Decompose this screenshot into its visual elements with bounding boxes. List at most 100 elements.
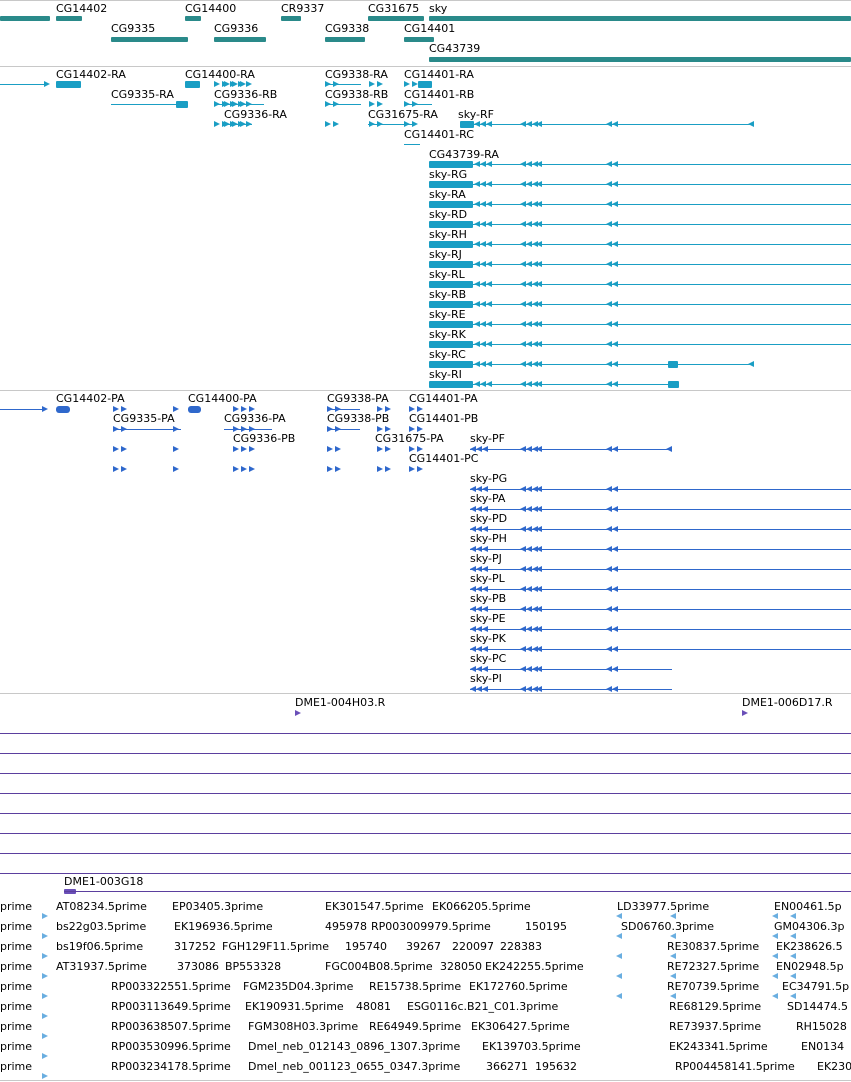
est-label[interactable]: RE70739.5prime xyxy=(667,980,760,993)
cds[interactable] xyxy=(56,406,70,413)
transcript-label[interactable]: CG14401-RB xyxy=(404,88,475,101)
transcript-label[interactable]: sky-RA xyxy=(429,188,466,201)
protein-label[interactable]: sky-PD xyxy=(470,512,508,525)
est-label[interactable]: EP03405.3prime xyxy=(172,900,264,913)
transcript-label[interactable]: sky-RH xyxy=(429,228,467,241)
transcript-label[interactable]: CG14401-RC xyxy=(404,128,474,141)
transcript-label[interactable]: sky-RJ xyxy=(429,248,462,261)
transcript-label[interactable]: sky-RE xyxy=(429,308,466,321)
gene-feature[interactable] xyxy=(429,16,851,21)
probe-label[interactable]: DME1-003G18 xyxy=(64,875,144,888)
transcript-label[interactable]: sky-RG xyxy=(429,168,468,181)
est-label[interactable]: EK196936.5prime xyxy=(174,920,273,933)
transcript-label[interactable]: CG14402-RA xyxy=(56,68,126,81)
transcript-label[interactable]: CG31675-RA xyxy=(368,108,438,121)
exon[interactable] xyxy=(418,81,432,88)
est-label[interactable]: SD06760.3prime xyxy=(621,920,714,933)
est-label[interactable]: RP003009979.5prime xyxy=(371,920,491,933)
est-label[interactable]: FGC004B08.5prime xyxy=(325,960,433,973)
est-label[interactable]: AT08234.5prime xyxy=(56,900,147,913)
transcript-label[interactable]: CG9336-RB xyxy=(214,88,278,101)
exon[interactable] xyxy=(668,361,678,368)
transcript-label[interactable]: CG9336-RA xyxy=(224,108,287,121)
est-label[interactable]: EN02948.5p xyxy=(776,960,844,973)
est-label[interactable]: prime xyxy=(0,920,33,933)
est-label[interactable]: RE64949.5prime xyxy=(369,1020,462,1033)
transcript-label[interactable]: sky-RL xyxy=(429,268,465,281)
est-label[interactable]: RP003638507.5prime xyxy=(111,1020,231,1033)
gene-feature[interactable] xyxy=(185,16,201,21)
est-label[interactable]: FGM308H03.3prime xyxy=(248,1020,359,1033)
est-label[interactable]: 228383 xyxy=(500,940,542,953)
est-label[interactable]: EK139703.5prime xyxy=(482,1040,581,1053)
transcript-label[interactable]: CG9335-RA xyxy=(111,88,174,101)
est-label[interactable]: RP003322551.5prime xyxy=(111,980,231,993)
est-label[interactable]: SD14474.5 xyxy=(787,1000,848,1013)
est-label[interactable]: prime xyxy=(0,940,33,953)
est-label[interactable]: 495978 xyxy=(325,920,367,933)
est-label[interactable]: RE73937.5prime xyxy=(669,1020,762,1033)
protein-label[interactable]: CG9336-PA xyxy=(224,412,286,425)
exon[interactable] xyxy=(429,281,473,288)
est-label[interactable]: BP553328 xyxy=(225,960,282,973)
gene-label[interactable]: CG14402 xyxy=(56,2,108,15)
protein-label[interactable]: sky-PH xyxy=(470,532,507,545)
gene-label[interactable]: CG9338 xyxy=(325,22,370,35)
gene-label[interactable]: CG9335 xyxy=(111,22,156,35)
exon[interactable] xyxy=(429,161,473,168)
transcript-label[interactable]: sky-RB xyxy=(429,288,467,301)
protein-label[interactable]: sky-PA xyxy=(470,492,506,505)
exon[interactable] xyxy=(429,221,473,228)
est-label[interactable]: prime xyxy=(0,1040,33,1053)
exon[interactable] xyxy=(429,261,473,268)
est-label[interactable]: EK230 xyxy=(817,1060,851,1073)
est-label[interactable]: GM04306.3p xyxy=(774,920,845,933)
protein-label[interactable]: CG9338-PA xyxy=(327,392,389,405)
transcript-label[interactable]: sky-RD xyxy=(429,208,468,221)
est-label[interactable]: RP003234178.5prime xyxy=(111,1060,231,1073)
gene-label[interactable]: CG14401 xyxy=(404,22,456,35)
protein-label[interactable]: CG14401-PC xyxy=(409,452,479,465)
est-label[interactable]: RH15028 xyxy=(796,1020,847,1033)
protein-label[interactable]: CG31675-PA xyxy=(375,432,444,445)
est-label[interactable]: prime xyxy=(0,1020,33,1033)
protein-label[interactable]: CG9336-PB xyxy=(233,432,296,445)
exon[interactable] xyxy=(185,81,200,88)
gene-feature[interactable] xyxy=(404,37,434,42)
probe-label[interactable]: DME1-006D17.R xyxy=(742,696,833,709)
transcript-label[interactable]: sky-RC xyxy=(429,348,466,361)
est-label[interactable]: 220097 xyxy=(452,940,494,953)
gene-label[interactable]: CG43739 xyxy=(429,42,481,55)
est-label[interactable]: LD33977.5prime xyxy=(617,900,710,913)
transcript-label[interactable]: CG43739-RA xyxy=(429,148,499,161)
gene-feature[interactable] xyxy=(368,16,424,21)
protein-label[interactable]: CG9335-PA xyxy=(113,412,175,425)
est-label[interactable]: EK306427.5prime xyxy=(471,1020,570,1033)
exon[interactable] xyxy=(429,241,473,248)
est-label[interactable]: EC34791.5p xyxy=(782,980,850,993)
protein-label[interactable]: CG14401-PA xyxy=(409,392,478,405)
est-label[interactable]: RP003113649.5prime xyxy=(111,1000,231,1013)
est-label[interactable]: 48081 xyxy=(356,1000,391,1013)
gene-feature[interactable] xyxy=(429,57,851,62)
est-label[interactable]: Dmel_neb_001123_0655_0347.3prime xyxy=(248,1060,461,1073)
transcript-label[interactable]: sky-RF xyxy=(458,108,494,121)
est-label[interactable]: EK172760.5prime xyxy=(469,980,568,993)
est-label[interactable]: 328050 xyxy=(440,960,482,973)
gene-label[interactable]: sky xyxy=(429,2,448,15)
est-label[interactable]: 195740 xyxy=(345,940,387,953)
protein-label[interactable]: sky-PJ xyxy=(470,552,502,565)
exon[interactable] xyxy=(429,201,473,208)
est-label[interactable]: EN00461.5p xyxy=(774,900,842,913)
gene-label[interactable]: CG14400 xyxy=(185,2,237,15)
probe-label[interactable]: DME1-004H03.R xyxy=(295,696,386,709)
est-label[interactable]: RP004458141.5prime xyxy=(675,1060,795,1073)
est-label[interactable]: 39267 xyxy=(406,940,441,953)
est-label[interactable]: EN0134 xyxy=(801,1040,845,1053)
protein-label[interactable]: sky-PG xyxy=(470,472,508,485)
gene-feature[interactable] xyxy=(0,16,50,21)
exon[interactable] xyxy=(429,341,473,348)
protein-label[interactable]: CG14402-PA xyxy=(56,392,125,405)
protein-label[interactable]: sky-PB xyxy=(470,592,507,605)
est-label[interactable]: prime xyxy=(0,1000,33,1013)
